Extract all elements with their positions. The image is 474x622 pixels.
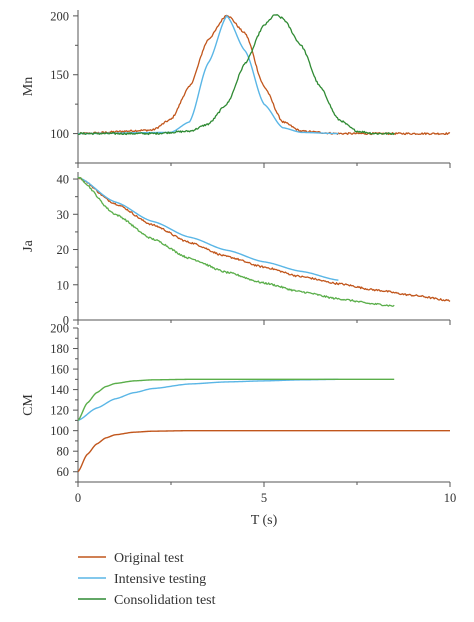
y-tick-label: 30: [57, 208, 70, 222]
panel-ja: 0 10 20 30 40 Ja: [21, 172, 451, 328]
y-tick-label: 20: [57, 243, 70, 257]
panel-cm: 60 80 100 120 140 160 180 200 0 5 10 CM T (s): [21, 322, 456, 529]
y-tick-label: 180: [50, 342, 69, 356]
y-tick-label: 100: [50, 127, 69, 141]
legend-item-consolidation: Consolidation test: [78, 593, 216, 608]
chart-panels: 100150200Mn010203040Ja608010012014016018…: [21, 9, 456, 528]
series-line-ja-intensive: [77, 176, 339, 281]
legend-item-intensive: Intensive testing: [78, 572, 206, 587]
y-tick-label: 140: [50, 383, 69, 397]
x-tick-label: 5: [261, 491, 267, 505]
series-line-ja-consolidation_light: [77, 176, 395, 307]
y-tick-label: 40: [57, 173, 70, 187]
y-tick-label: 80: [57, 445, 70, 459]
legend-label-consolidation: Consolidation test: [114, 593, 216, 608]
legend-label-original: Original test: [114, 551, 184, 566]
series-line-cm-original: [77, 429, 450, 473]
y-tick-label: 60: [57, 465, 70, 479]
series-line-mn-intensive: [77, 15, 339, 135]
y-tick-label: 100: [50, 424, 69, 438]
x-axis-title: T (s): [251, 513, 278, 528]
y-tick-label: 10: [57, 278, 70, 292]
series-line-ja-original: [77, 177, 451, 302]
legend-item-original: Original test: [78, 551, 184, 566]
x-tick-label: 0: [75, 491, 81, 505]
y-tick-label: 150: [50, 68, 69, 82]
y-tick-label: 200: [50, 322, 69, 336]
series-line-cm-intensive: [77, 378, 339, 422]
legend: Original test Intensive testing Consolid…: [78, 551, 216, 608]
series-line-cm-consolidation_light: [77, 378, 395, 421]
y-axis-title-mn: Mn: [21, 77, 36, 96]
panel-mn: 100 150 200 Mn: [21, 9, 451, 168]
y-tick-label: 160: [50, 363, 69, 377]
x-tick-label: 10: [444, 491, 457, 505]
legend-label-intensive: Intensive testing: [114, 572, 206, 587]
y-axis-title-cm: CM: [21, 394, 36, 416]
series-line-mn-original: [77, 14, 451, 136]
y-tick-label: 200: [50, 9, 69, 23]
y-tick-label: 120: [50, 404, 69, 418]
y-tick-label: 0: [63, 314, 69, 328]
series-line-mn-consolidation: [77, 14, 395, 136]
y-axis-title-ja: Ja: [21, 239, 36, 251]
